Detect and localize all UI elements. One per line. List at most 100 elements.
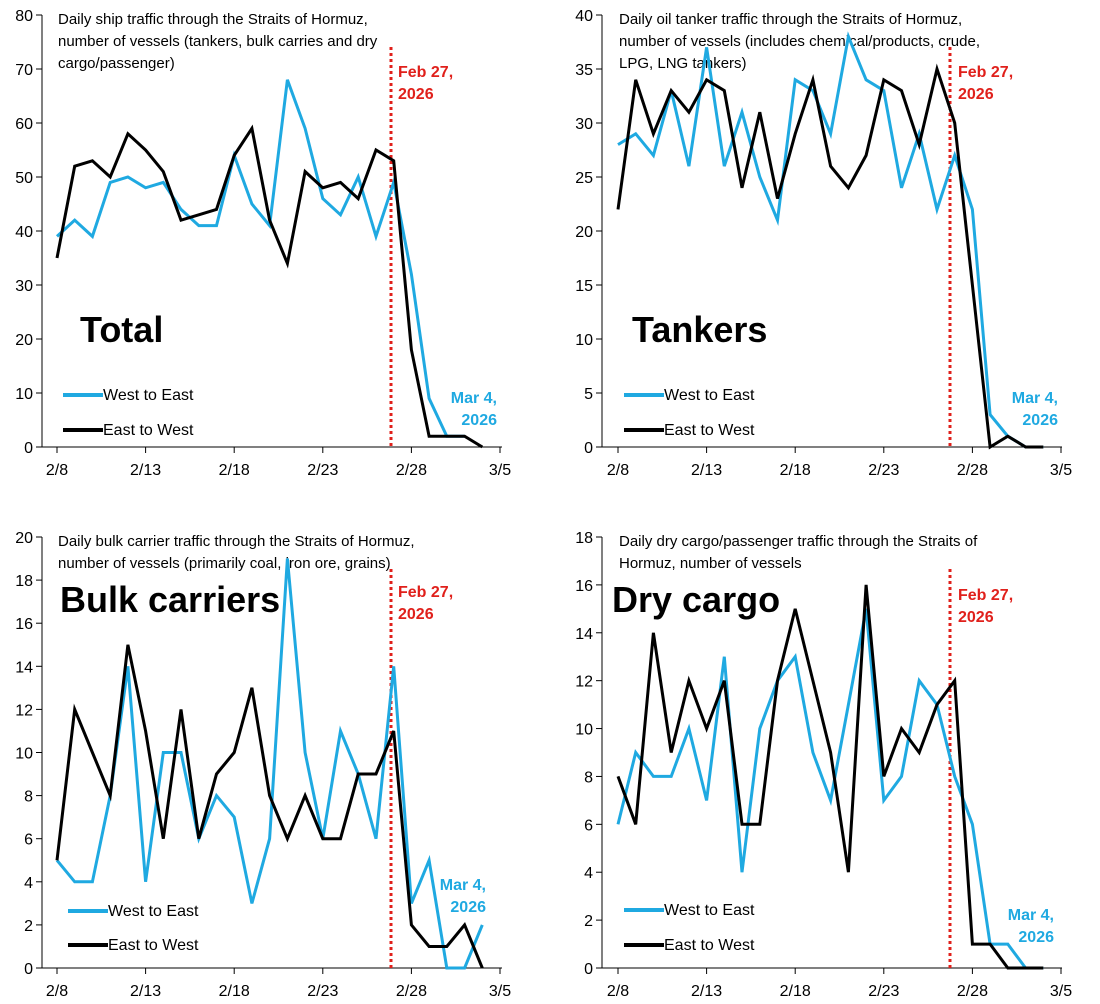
subtitle-line: number of vessels (tankers, bulk carries…	[58, 33, 378, 50]
y-tick-label: 0	[584, 440, 593, 457]
y-tick-label: 35	[575, 62, 593, 79]
y-tick-label: 20	[575, 224, 593, 241]
legend-label: East to West	[664, 422, 755, 439]
y-tick-label: 18	[15, 573, 33, 590]
end-label-line: 2026	[450, 899, 486, 916]
x-tick-label: 2/18	[219, 462, 250, 479]
y-tick-label: 30	[15, 278, 33, 295]
chart-subtitle: Daily dry cargo/passenger traffic throug…	[619, 533, 978, 572]
y-tick-label: 0	[584, 961, 593, 978]
event-label-line: 2026	[398, 86, 434, 103]
end-date-label: Mar 4, 2026	[451, 390, 497, 429]
series-line-east-to-west	[616, 584, 1044, 970]
end-date-label: Mar 4, 2026	[440, 877, 486, 916]
y-tick-label: 8	[584, 769, 593, 786]
chart-title: Dry cargo	[612, 579, 780, 620]
end-label-line: 2026	[1022, 412, 1058, 429]
y-tick-label: 20	[15, 530, 33, 547]
legend-label: East to West	[108, 937, 199, 954]
y-tick-label: 50	[15, 170, 33, 187]
event-label-line: Feb 27,	[958, 587, 1013, 604]
y-tick-label: 2	[584, 913, 593, 930]
subtitle-line: cargo/passenger)	[58, 55, 175, 72]
x-tick-label: 2/23	[868, 462, 899, 479]
x-tick-label: 2/28	[957, 462, 988, 479]
x-tick-label: 3/5	[1050, 462, 1072, 479]
y-tick-label: 4	[584, 865, 593, 882]
legend-label: West to East	[664, 902, 755, 919]
x-tick-label: 2/18	[780, 462, 811, 479]
end-label-line: Mar 4,	[451, 390, 497, 407]
event-label-line: Feb 27,	[398, 584, 453, 601]
y-tick-label: 80	[15, 8, 33, 25]
series-line-west-to-east	[616, 608, 1044, 970]
y-tick-label: 60	[15, 116, 33, 133]
subtitle-line: LPG, LNG tankers)	[619, 55, 747, 72]
x-tick-label: 2/23	[307, 983, 338, 1000]
event-label-line: 2026	[398, 606, 434, 623]
y-tick-label: 10	[15, 386, 33, 403]
chart-title: Tankers	[632, 309, 767, 350]
series-line-west-to-east	[55, 558, 484, 970]
y-tick-label: 25	[575, 170, 593, 187]
x-tick-label: 3/5	[1050, 983, 1072, 1000]
x-tick-label: 3/5	[489, 462, 511, 479]
x-tick-label: 2/28	[396, 983, 427, 1000]
x-tick-label: 2/8	[607, 462, 629, 479]
y-tick-label: 0	[24, 440, 33, 457]
x-tick-label: 3/5	[489, 983, 511, 1000]
x-tick-label: 2/18	[219, 983, 250, 1000]
y-tick-label: 8	[24, 789, 33, 806]
x-tick-label: 2/13	[130, 983, 161, 1000]
y-tick-label: 5	[584, 386, 593, 403]
y-tick-label: 10	[575, 332, 593, 349]
end-label-line: Mar 4,	[1008, 907, 1054, 924]
end-label-line: Mar 4,	[440, 877, 486, 894]
x-tick-label: 2/18	[780, 983, 811, 1000]
end-date-label: Mar 4, 2026	[1012, 390, 1058, 429]
y-tick-label: 2	[24, 918, 33, 935]
y-tick-label: 20	[15, 332, 33, 349]
y-tick-label: 10	[575, 722, 593, 739]
x-tick-label: 2/8	[46, 462, 68, 479]
y-tick-label: 14	[15, 659, 33, 676]
event-label-line: 2026	[958, 609, 994, 626]
end-label-line: Mar 4,	[1012, 390, 1058, 407]
subtitle-line: number of vessels (includes chemical/pro…	[619, 33, 980, 50]
chart-title: Total	[80, 309, 163, 350]
y-tick-label: 40	[575, 8, 593, 25]
chart-panel-1: 0 10 20 30 40 50 60 70 80 2/8 2/13 2/18 2/23 2/28 3/5 D…	[15, 8, 511, 479]
legend-label: West to East	[103, 387, 194, 404]
event-label: Feb 27, 2026	[398, 64, 453, 103]
x-tick-label: 2/13	[130, 462, 161, 479]
subtitle-line: Daily ship traffic through the Straits o…	[58, 11, 368, 28]
chart-panel-4: 0 2 4 6 8 10 12 14 16 18 2/8 2/13 2/18 2/23 2/28 3/5 Dai…	[575, 530, 1072, 1000]
y-tick-label: 16	[15, 616, 33, 633]
y-tick-label: 16	[575, 578, 593, 595]
y-tick-label: 6	[24, 832, 33, 849]
chart-panel-2: 0 5 10 15 20 25 30 35 40 2/8 2/13 2/18 2/23 2/28 3/5 Da…	[575, 8, 1072, 479]
legend-label: East to West	[103, 422, 194, 439]
x-tick-label: 2/28	[396, 462, 427, 479]
x-tick-label: 2/13	[691, 462, 722, 479]
legend-label: West to East	[108, 903, 199, 920]
x-tick-label: 2/13	[691, 983, 722, 1000]
x-tick-label: 2/8	[607, 983, 629, 1000]
end-label-line: 2026	[461, 412, 497, 429]
series-line-west-to-east	[617, 31, 1044, 449]
y-tick-label: 30	[575, 116, 593, 133]
chart-panel-3: 0 2 4 6 8 10 12 14 16 18 20 2/8 2/13 2/18 2/23 2/28 3/5 D…	[15, 530, 511, 1000]
y-tick-label: 12	[15, 702, 33, 719]
series-line-east-to-west	[55, 124, 484, 449]
y-tick-label: 70	[15, 62, 33, 79]
x-tick-label: 2/8	[46, 983, 68, 1000]
chart-title: Bulk carriers	[60, 579, 280, 620]
y-tick-label: 15	[575, 278, 593, 295]
legend-label: West to East	[664, 387, 755, 404]
y-tick-label: 12	[575, 674, 593, 691]
x-tick-label: 2/23	[868, 983, 899, 1000]
event-label-line: Feb 27,	[958, 64, 1013, 81]
series-line-east-to-west	[616, 63, 1044, 450]
subtitle-line: Hormuz, number of vessels	[619, 555, 802, 572]
legend-label: East to West	[664, 937, 755, 954]
